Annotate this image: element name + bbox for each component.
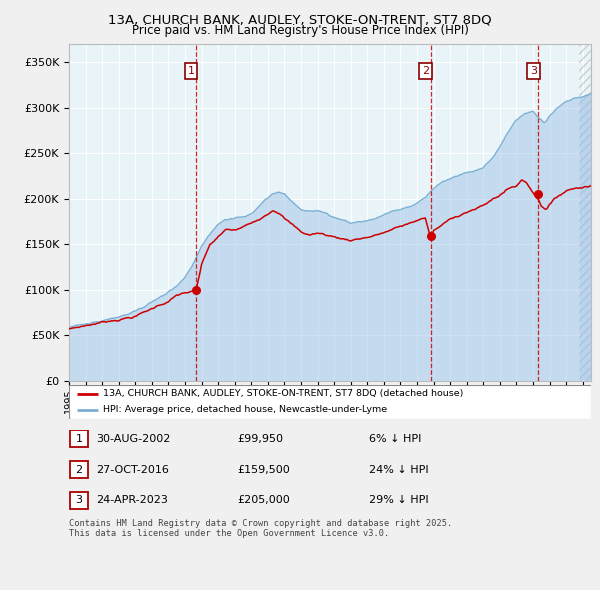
Text: 1: 1 [188, 66, 194, 76]
Text: 24% ↓ HPI: 24% ↓ HPI [369, 465, 428, 474]
Text: 24-APR-2023: 24-APR-2023 [96, 496, 168, 505]
Text: 13A, CHURCH BANK, AUDLEY, STOKE-ON-TRENT, ST7 8DQ: 13A, CHURCH BANK, AUDLEY, STOKE-ON-TRENT… [108, 14, 492, 27]
Text: £99,950: £99,950 [237, 434, 283, 444]
Text: £159,500: £159,500 [237, 465, 290, 474]
Text: 1: 1 [76, 434, 82, 444]
Text: 3: 3 [530, 66, 537, 76]
Text: 13A, CHURCH BANK, AUDLEY, STOKE-ON-TRENT, ST7 8DQ (detached house): 13A, CHURCH BANK, AUDLEY, STOKE-ON-TRENT… [103, 389, 463, 398]
Text: 27-OCT-2016: 27-OCT-2016 [96, 465, 169, 474]
Text: £205,000: £205,000 [237, 496, 290, 505]
Text: 29% ↓ HPI: 29% ↓ HPI [369, 496, 428, 505]
Text: Contains HM Land Registry data © Crown copyright and database right 2025.
This d: Contains HM Land Registry data © Crown c… [69, 519, 452, 538]
Text: Price paid vs. HM Land Registry's House Price Index (HPI): Price paid vs. HM Land Registry's House … [131, 24, 469, 37]
Text: 30-AUG-2002: 30-AUG-2002 [96, 434, 170, 444]
Text: 2: 2 [76, 465, 82, 474]
Text: HPI: Average price, detached house, Newcastle-under-Lyme: HPI: Average price, detached house, Newc… [103, 405, 387, 414]
Text: 3: 3 [76, 496, 82, 505]
Text: 6% ↓ HPI: 6% ↓ HPI [369, 434, 421, 444]
Text: 2: 2 [422, 66, 429, 76]
